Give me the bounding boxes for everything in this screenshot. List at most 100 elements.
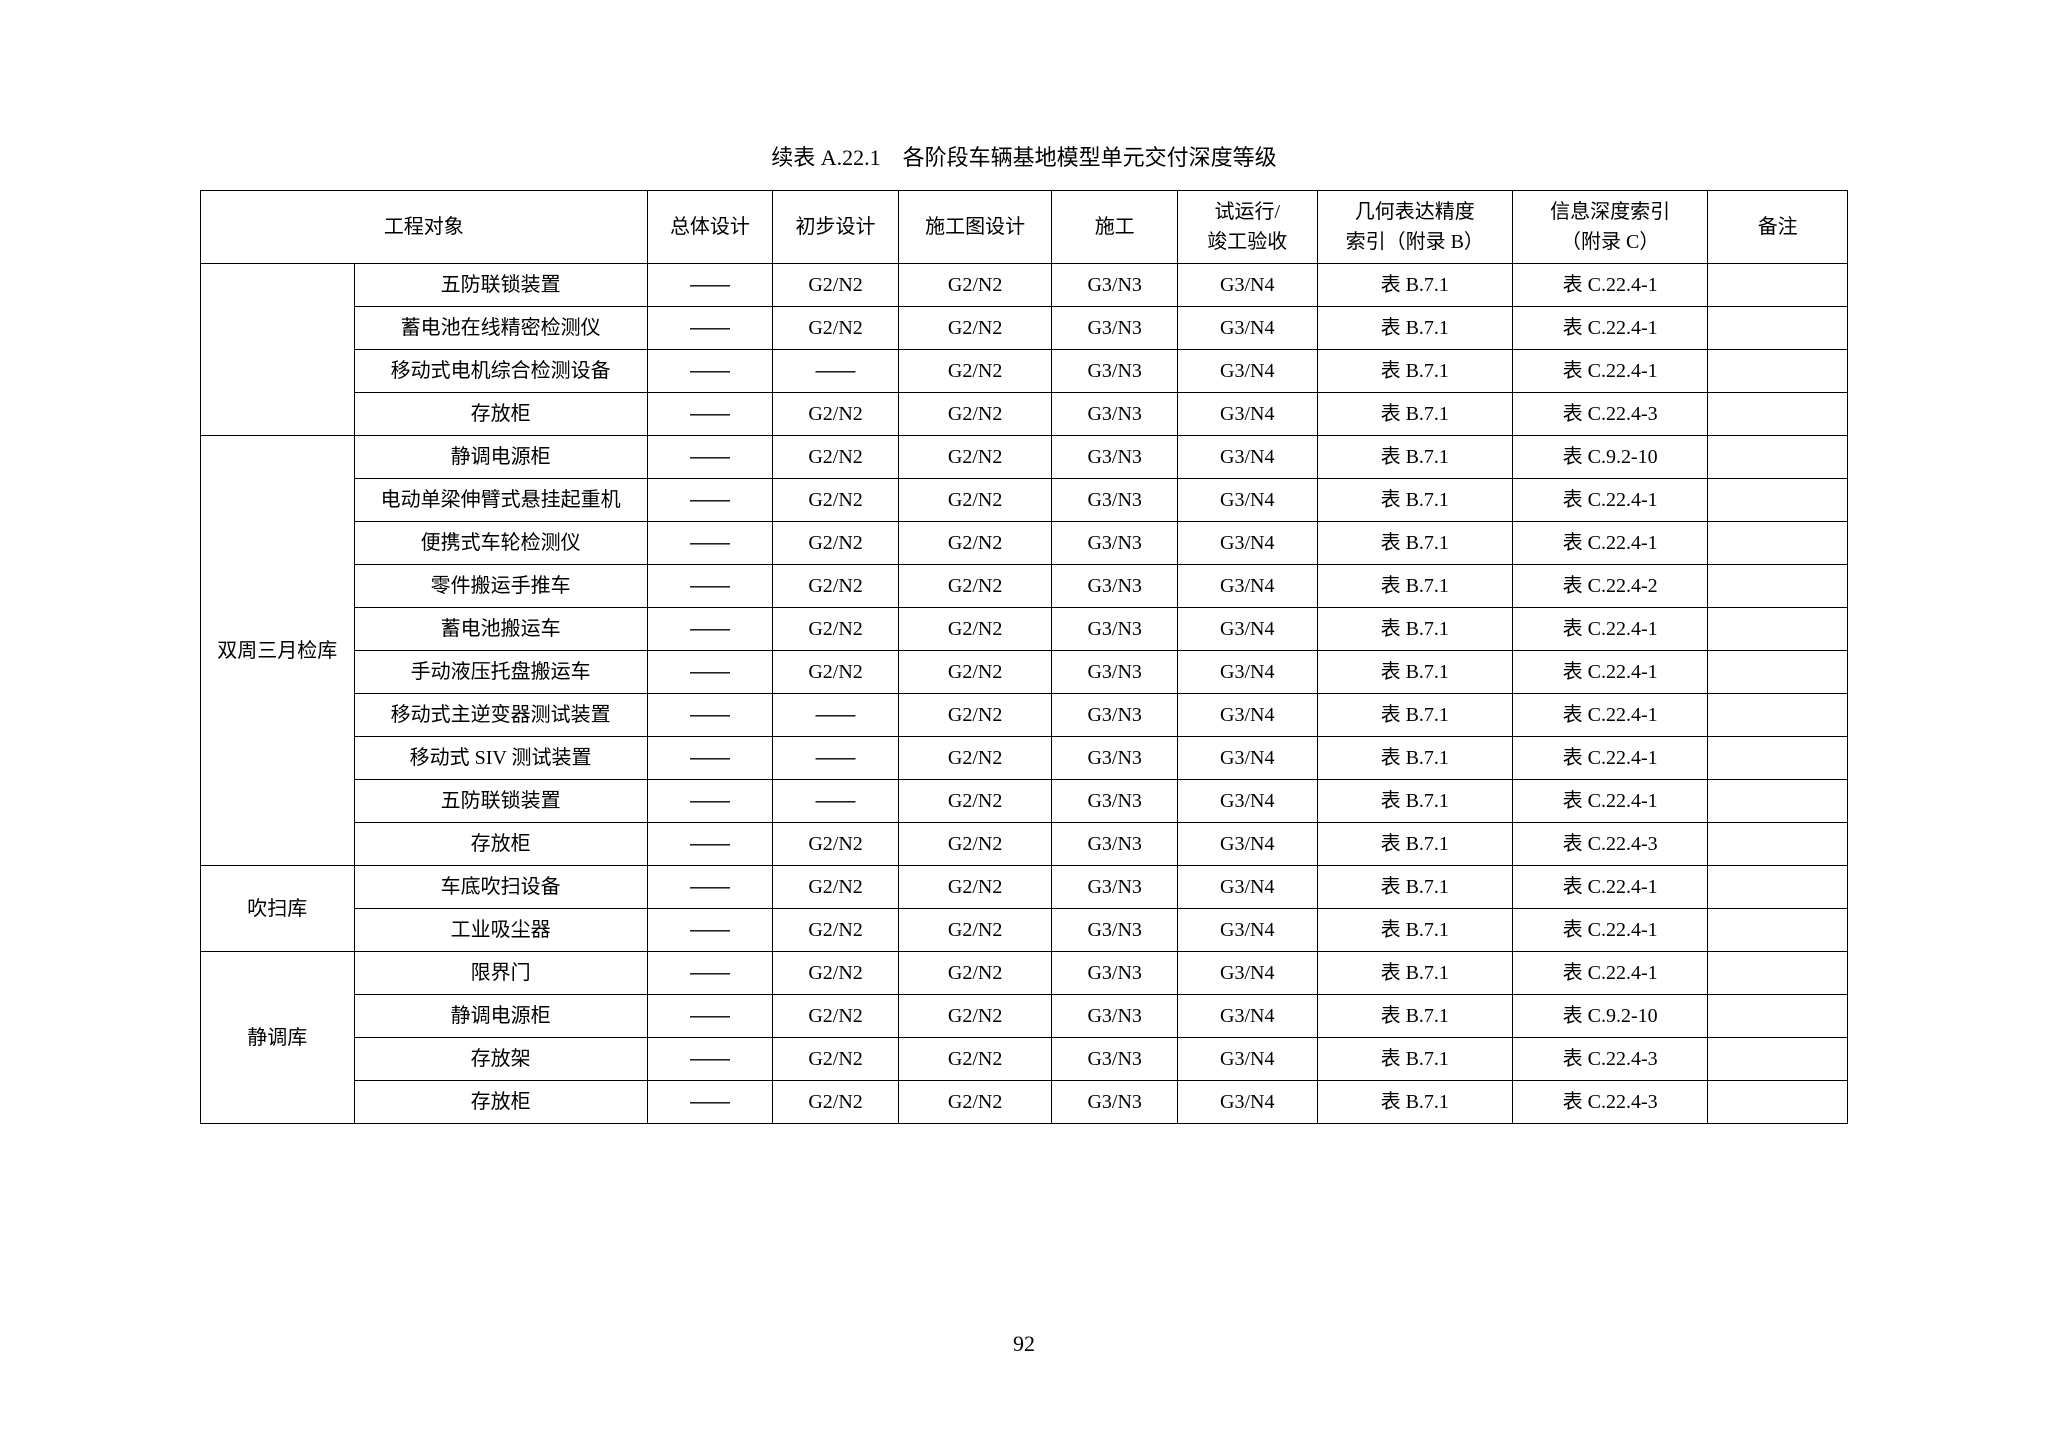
object-cell: 零件搬运手推车	[354, 565, 647, 608]
category-cell: 静调库	[201, 952, 355, 1124]
data-cell: G3/N4	[1178, 952, 1318, 995]
data-cell: 表 B.7.1	[1317, 393, 1512, 436]
data-cell: G2/N2	[898, 952, 1052, 995]
data-cell: G3/N4	[1178, 737, 1318, 780]
object-cell: 移动式主逆变器测试装置	[354, 694, 647, 737]
table-row: 静调库限界门——G2/N2G2/N2G3/N3G3/N4表 B.7.1表 C.2…	[201, 952, 1848, 995]
data-cell	[1708, 522, 1848, 565]
data-cell: ——	[647, 866, 773, 909]
data-cell: G3/N3	[1052, 694, 1178, 737]
data-cell: 表 B.7.1	[1317, 608, 1512, 651]
table-row: 存放架——G2/N2G2/N2G3/N3G3/N4表 B.7.1表 C.22.4…	[201, 1038, 1848, 1081]
data-cell: 表 B.7.1	[1317, 823, 1512, 866]
data-cell	[1708, 995, 1848, 1038]
data-cell: ——	[773, 780, 899, 823]
table-body: 五防联锁装置——G2/N2G2/N2G3/N3G3/N4表 B.7.1表 C.2…	[201, 264, 1848, 1124]
data-cell	[1708, 737, 1848, 780]
object-cell: 存放柜	[354, 823, 647, 866]
data-cell: ——	[647, 651, 773, 694]
header-overall: 总体设计	[647, 191, 773, 264]
object-cell: 蓄电池搬运车	[354, 608, 647, 651]
data-cell: G2/N2	[773, 866, 899, 909]
data-cell: G2/N2	[898, 264, 1052, 307]
data-cell: G3/N3	[1052, 952, 1178, 995]
data-cell: G3/N3	[1052, 866, 1178, 909]
data-cell	[1708, 350, 1848, 393]
table-row: 移动式主逆变器测试装置————G2/N2G3/N3G3/N4表 B.7.1表 C…	[201, 694, 1848, 737]
data-cell: 表 C.22.4-1	[1512, 264, 1707, 307]
data-cell: G2/N2	[898, 436, 1052, 479]
data-cell: G3/N4	[1178, 780, 1318, 823]
data-cell: G2/N2	[773, 264, 899, 307]
data-cell: G2/N2	[773, 608, 899, 651]
data-cell: 表 C.9.2-10	[1512, 436, 1707, 479]
data-cell: G3/N4	[1178, 1081, 1318, 1124]
data-cell: ——	[647, 393, 773, 436]
header-object: 工程对象	[201, 191, 648, 264]
header-trial-l1: 试运行/	[1215, 201, 1281, 223]
data-cell: 表 C.22.4-1	[1512, 479, 1707, 522]
data-cell: ——	[773, 350, 899, 393]
data-cell: G2/N2	[898, 1038, 1052, 1081]
table-row: 手动液压托盘搬运车——G2/N2G2/N2G3/N3G3/N4表 B.7.1表 …	[201, 651, 1848, 694]
header-geometry-l1: 几何表达精度	[1355, 201, 1475, 223]
category-cell	[201, 264, 355, 436]
data-cell: G2/N2	[898, 694, 1052, 737]
data-cell: G3/N4	[1178, 565, 1318, 608]
data-cell: 表 C.22.4-3	[1512, 1038, 1707, 1081]
data-cell: ——	[647, 1081, 773, 1124]
data-cell: G2/N2	[898, 393, 1052, 436]
data-cell: G2/N2	[898, 608, 1052, 651]
data-cell: 表 B.7.1	[1317, 1038, 1512, 1081]
object-cell: 手动液压托盘搬运车	[354, 651, 647, 694]
header-preliminary: 初步设计	[773, 191, 899, 264]
header-trial: 试运行/ 竣工验收	[1178, 191, 1318, 264]
table-row: 吹扫库车底吹扫设备——G2/N2G2/N2G3/N3G3/N4表 B.7.1表 …	[201, 866, 1848, 909]
data-cell	[1708, 866, 1848, 909]
object-cell: 存放架	[354, 1038, 647, 1081]
data-cell: G3/N4	[1178, 479, 1318, 522]
data-cell	[1708, 608, 1848, 651]
data-cell: ——	[773, 694, 899, 737]
data-cell: ——	[647, 1038, 773, 1081]
object-cell: 移动式 SIV 测试装置	[354, 737, 647, 780]
data-cell: 表 B.7.1	[1317, 909, 1512, 952]
data-cell: G3/N3	[1052, 780, 1178, 823]
data-cell: G3/N4	[1178, 350, 1318, 393]
data-cell: G2/N2	[898, 479, 1052, 522]
header-geometry: 几何表达精度 索引（附录 B）	[1317, 191, 1512, 264]
data-cell: G3/N3	[1052, 651, 1178, 694]
data-cell	[1708, 479, 1848, 522]
data-cell: ——	[647, 436, 773, 479]
data-cell: G3/N4	[1178, 307, 1318, 350]
data-cell: G3/N3	[1052, 608, 1178, 651]
data-cell: G2/N2	[773, 393, 899, 436]
object-cell: 存放柜	[354, 393, 647, 436]
data-cell: G3/N4	[1178, 823, 1318, 866]
data-cell: G3/N4	[1178, 522, 1318, 565]
data-cell: ——	[647, 264, 773, 307]
data-cell: G2/N2	[773, 909, 899, 952]
data-cell: ——	[647, 823, 773, 866]
data-cell: G3/N4	[1178, 1038, 1318, 1081]
data-cell: 表 B.7.1	[1317, 952, 1512, 995]
data-cell: 表 C.22.4-1	[1512, 866, 1707, 909]
object-cell: 蓄电池在线精密检测仪	[354, 307, 647, 350]
data-cell: G2/N2	[773, 995, 899, 1038]
table-row: 静调电源柜——G2/N2G2/N2G3/N3G3/N4表 B.7.1表 C.9.…	[201, 995, 1848, 1038]
data-cell	[1708, 393, 1848, 436]
data-cell: 表 C.22.4-3	[1512, 393, 1707, 436]
data-cell: G3/N4	[1178, 608, 1318, 651]
data-cell: 表 C.22.4-2	[1512, 565, 1707, 608]
data-cell: 表 C.22.4-1	[1512, 952, 1707, 995]
data-cell	[1708, 307, 1848, 350]
data-cell: 表 C.22.4-1	[1512, 651, 1707, 694]
header-info-l2: （附录 C）	[1561, 231, 1659, 253]
table-row: 存放柜——G2/N2G2/N2G3/N3G3/N4表 B.7.1表 C.22.4…	[201, 1081, 1848, 1124]
object-cell: 五防联锁装置	[354, 264, 647, 307]
data-cell	[1708, 823, 1848, 866]
table-row: 存放柜——G2/N2G2/N2G3/N3G3/N4表 B.7.1表 C.22.4…	[201, 823, 1848, 866]
data-cell	[1708, 694, 1848, 737]
data-cell: 表 B.7.1	[1317, 866, 1512, 909]
data-cell: 表 B.7.1	[1317, 350, 1512, 393]
